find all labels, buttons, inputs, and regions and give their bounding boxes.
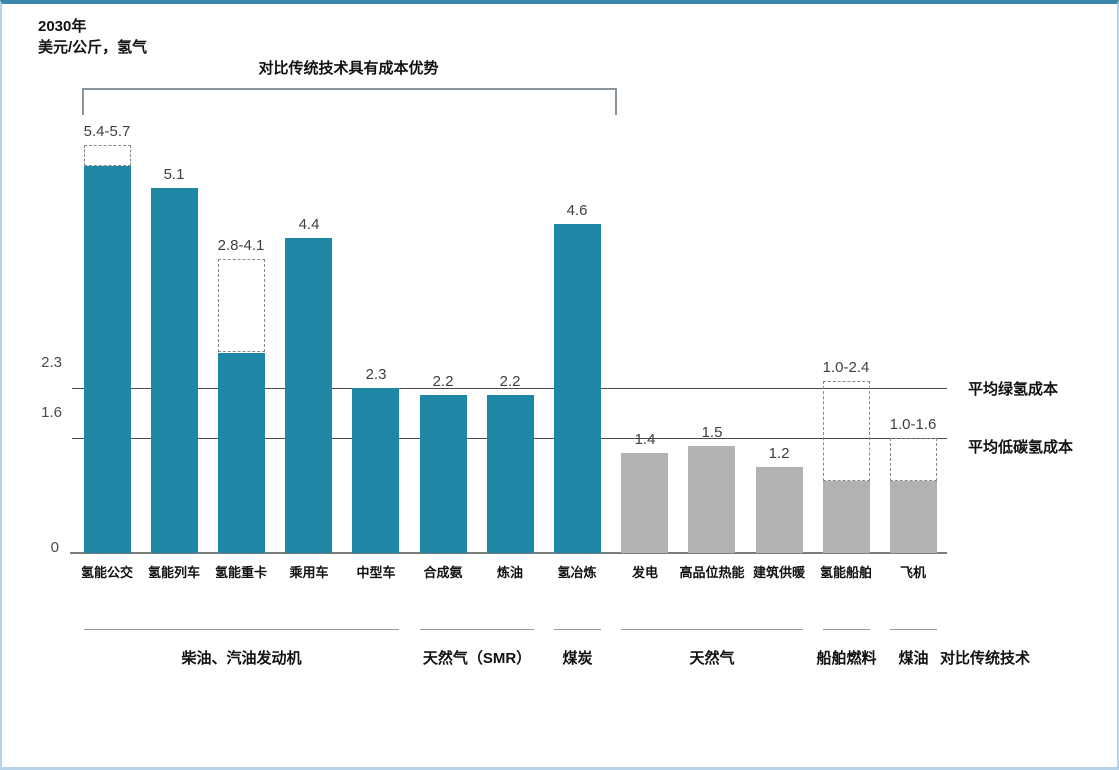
bar-炼油 — [487, 395, 534, 553]
group-line — [554, 629, 601, 630]
group-line — [621, 629, 803, 630]
bar-氢能公交 — [84, 166, 131, 553]
category-label: 氢冶炼 — [557, 565, 597, 580]
bar-value-label: 2.2 — [499, 373, 521, 390]
category-label: 合成氨 — [423, 565, 463, 580]
bar-value-label: 1.0-1.6 — [889, 416, 937, 433]
group-line — [420, 629, 534, 630]
comparison-row-label: 对比传统技术 — [940, 650, 1031, 667]
bar-range-box-飞机 — [890, 438, 937, 481]
bar-乘用车 — [285, 238, 332, 553]
reference-line-label: 平均绿氢成本 — [968, 381, 1059, 398]
bar-氢能列车 — [151, 188, 198, 553]
bar-value-label: 4.6 — [566, 202, 588, 219]
bar-value-label: 1.2 — [768, 445, 790, 462]
bar-value-label: 4.4 — [298, 216, 320, 233]
group-line — [823, 629, 870, 630]
category-label: 氢能重卡 — [214, 565, 267, 580]
group-line — [84, 629, 399, 630]
bar-氢能船舶 — [823, 481, 870, 553]
chart-title-block: 2030年 美元/公斤，氢气 — [38, 16, 147, 58]
bar-value-label: 1.4 — [634, 431, 656, 448]
bar-value-label: 2.8-4.1 — [217, 237, 265, 254]
bar-value-label: 2.3 — [365, 366, 387, 383]
advantage-bracket-label: 对比传统技术具有成本优势 — [258, 60, 439, 77]
category-label: 高品位热能 — [679, 565, 745, 580]
group-label: 天然气 — [689, 650, 735, 667]
reference-line — [72, 388, 947, 389]
group-label: 天然气（SMR） — [422, 650, 532, 667]
bar-氢能重卡 — [218, 353, 265, 553]
y-tick-label: 0 — [50, 539, 59, 556]
bar-中型车 — [352, 388, 399, 553]
group-label: 煤油 — [898, 650, 929, 667]
y-tick-label: 2.3 — [41, 354, 62, 371]
group-label: 煤炭 — [562, 650, 593, 667]
group-label: 船舶燃料 — [816, 650, 877, 667]
bar-range-box-氢能重卡 — [218, 259, 265, 352]
reference-line-label: 平均低碳氢成本 — [968, 439, 1074, 456]
bar-value-label: 2.2 — [432, 373, 454, 390]
bar-发电 — [621, 453, 668, 553]
category-label: 发电 — [631, 565, 658, 580]
x-axis-line — [70, 552, 947, 554]
bar-value-label: 5.4-5.7 — [83, 123, 131, 140]
advantage-bracket — [82, 88, 617, 115]
group-line — [890, 629, 937, 630]
category-label: 氢能列车 — [147, 565, 200, 580]
bar-value-label: 1.5 — [701, 424, 723, 441]
bar-氢冶炼 — [554, 224, 601, 553]
category-label: 建筑供暖 — [752, 565, 805, 580]
bar-value-label: 1.0-2.4 — [822, 359, 870, 376]
bar-飞机 — [890, 481, 937, 553]
category-label: 中型车 — [356, 565, 396, 580]
group-label: 柴油、汽油发动机 — [181, 650, 302, 667]
chart-unit-subtitle: 美元/公斤，氢气 — [38, 39, 148, 56]
category-label: 飞机 — [899, 565, 926, 580]
category-label: 乘用车 — [289, 565, 329, 580]
bar-value-label: 5.1 — [163, 166, 185, 183]
category-label: 氢能公交 — [80, 565, 133, 580]
bar-range-box-氢能船舶 — [823, 381, 870, 481]
category-label: 氢能船舶 — [819, 565, 872, 580]
category-label: 炼油 — [496, 565, 523, 580]
bar-range-box-氢能公交 — [84, 145, 131, 166]
bar-高品位热能 — [688, 446, 735, 553]
bar-合成氨 — [420, 395, 467, 553]
bar-chart-plot-area: 平均绿氢成本 2.3 平均低碳氢成本 1.6 0 5.4-5.7 氢能公交 5.1 氢能列车 2.… — [2, 4, 1117, 767]
y-tick-label: 1.6 — [41, 404, 62, 421]
bar-建筑供暖 — [756, 467, 803, 553]
chart-year-title: 2030年 — [38, 18, 87, 35]
